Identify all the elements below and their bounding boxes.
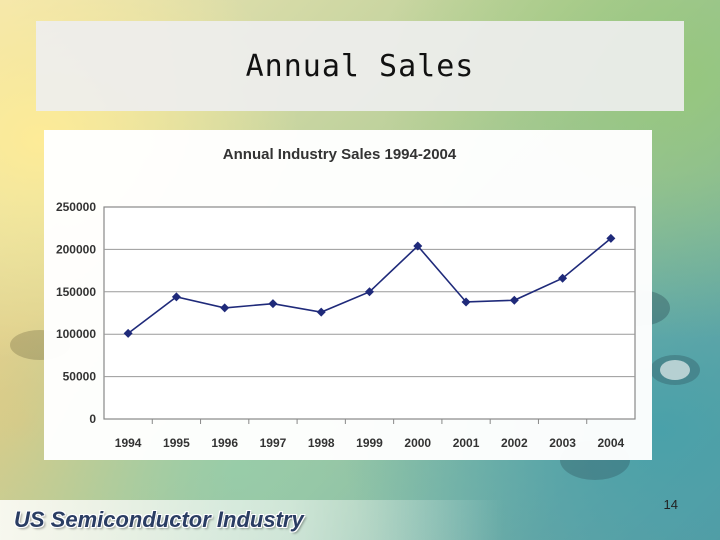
x-tick-label: 2003 bbox=[549, 436, 576, 450]
y-tick-label: 0 bbox=[89, 412, 96, 426]
x-tick-label: 2000 bbox=[404, 436, 431, 450]
footer-title: US Semiconductor Industry bbox=[14, 507, 304, 532]
data-point-marker bbox=[365, 287, 374, 297]
chart-title: Annual Industry Sales 1994-2004 bbox=[223, 146, 457, 163]
y-tick-label: 100000 bbox=[56, 327, 96, 341]
x-tick-label: 1995 bbox=[163, 436, 190, 450]
data-point-marker bbox=[509, 295, 519, 305]
x-tick-label: 1994 bbox=[115, 436, 142, 450]
y-tick-label: 150000 bbox=[56, 285, 96, 299]
data-point-marker bbox=[461, 297, 471, 307]
title-box: Annual Sales bbox=[36, 21, 684, 111]
data-point-marker bbox=[220, 303, 230, 313]
x-tick-label: 2001 bbox=[453, 436, 480, 450]
x-tick-label: 1999 bbox=[356, 436, 383, 450]
slide-title: Annual Sales bbox=[245, 48, 475, 84]
plot-area bbox=[103, 206, 636, 420]
data-point-marker bbox=[558, 273, 568, 283]
x-tick-label: 1996 bbox=[211, 436, 238, 450]
y-tick-label: 50000 bbox=[63, 370, 97, 384]
footer-band bbox=[0, 500, 720, 540]
data-point-marker bbox=[606, 233, 616, 243]
x-tick-label: 1997 bbox=[260, 436, 287, 450]
x-tick-label: 2004 bbox=[598, 436, 625, 450]
x-tick-label: 1998 bbox=[308, 436, 335, 450]
y-tick-label: 200000 bbox=[56, 242, 96, 256]
x-tick-label: 2002 bbox=[501, 436, 528, 450]
data-point-marker bbox=[268, 299, 278, 309]
chart-panel: Annual Industry Sales 1994-2004 0 50000 100… bbox=[44, 130, 652, 460]
data-point-marker bbox=[413, 241, 423, 251]
line-chart: Annual Industry Sales 1994-2004 0 50000 100… bbox=[56, 146, 636, 450]
data-point-marker bbox=[171, 292, 181, 302]
data-point-marker bbox=[316, 307, 326, 317]
page-number: 14 bbox=[663, 497, 678, 512]
data-point-marker bbox=[123, 328, 133, 338]
background-circuit-decoration bbox=[660, 360, 690, 380]
y-tick-label: 250000 bbox=[56, 200, 96, 214]
